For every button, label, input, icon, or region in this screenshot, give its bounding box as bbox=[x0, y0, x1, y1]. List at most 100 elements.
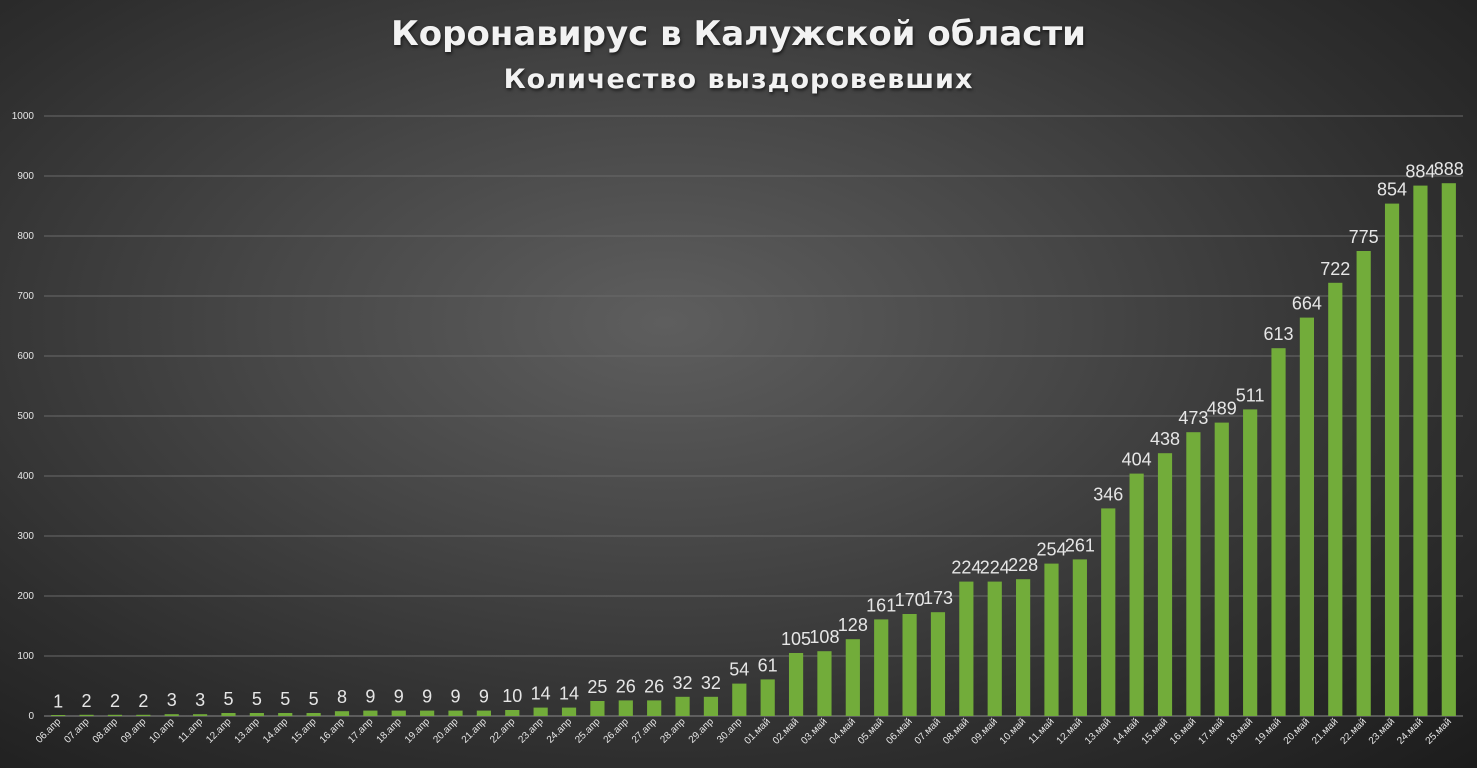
bar bbox=[1328, 282, 1343, 716]
y-tick-label: 1000 bbox=[12, 111, 35, 122]
bar bbox=[1016, 579, 1031, 716]
data-label: 775 bbox=[1349, 227, 1379, 247]
bar bbox=[1384, 203, 1400, 717]
bar bbox=[306, 713, 321, 716]
x-tick-label: 15.май bbox=[1140, 716, 1170, 746]
data-label: 722 bbox=[1320, 259, 1350, 279]
data-label: 10 bbox=[502, 686, 522, 706]
data-label: 14 bbox=[531, 684, 551, 704]
bar bbox=[136, 714, 151, 716]
data-label: 25 bbox=[587, 677, 607, 697]
data-label: 32 bbox=[673, 673, 693, 693]
bar bbox=[1214, 422, 1229, 716]
x-tick-label: 11.май bbox=[1027, 716, 1057, 746]
x-tick-label: 16.май bbox=[1168, 716, 1198, 746]
data-label: 224 bbox=[951, 558, 981, 578]
x-tick-label: 08.апр bbox=[91, 716, 121, 746]
x-tick-label: 04.май bbox=[828, 716, 858, 746]
x-tick-label: 14.апр bbox=[261, 716, 291, 746]
y-tick-label: 500 bbox=[17, 411, 34, 422]
bar bbox=[703, 696, 719, 716]
data-label: 346 bbox=[1093, 484, 1123, 504]
data-label: 54 bbox=[729, 660, 749, 680]
data-label: 3 bbox=[167, 690, 177, 710]
x-tick-label: 07.апр bbox=[62, 716, 92, 746]
bars bbox=[51, 183, 1456, 717]
x-tick-label: 01.май bbox=[742, 716, 772, 746]
x-axis: 06.апр 07.апр 08.апр 09.апр 10.апр 11.апр 12.а… bbox=[34, 716, 1454, 747]
x-tick-label: 16.апр bbox=[318, 716, 348, 746]
x-tick-label: 05.май bbox=[856, 716, 886, 746]
bar bbox=[675, 696, 690, 716]
x-tick-label: 20.май bbox=[1282, 716, 1312, 746]
data-label: 5 bbox=[280, 689, 290, 709]
x-tick-label: 15.апр bbox=[289, 716, 319, 746]
data-label: 5 bbox=[223, 689, 233, 709]
x-tick-label: 13.май bbox=[1083, 716, 1113, 746]
bar bbox=[1243, 409, 1258, 716]
bar bbox=[1044, 563, 1059, 716]
x-tick-label: 19.май bbox=[1253, 716, 1283, 746]
x-tick-label: 12.май bbox=[1055, 716, 1085, 746]
data-label: 108 bbox=[809, 627, 839, 647]
bar bbox=[1299, 317, 1315, 716]
data-label: 3 bbox=[195, 690, 205, 710]
x-tick-label: 06.май bbox=[884, 716, 914, 746]
x-tick-label: 25.май bbox=[1424, 716, 1454, 746]
x-tick-label: 18.май bbox=[1225, 716, 1255, 746]
data-label: 473 bbox=[1178, 408, 1208, 428]
x-tick-label: 24.май bbox=[1395, 716, 1425, 746]
bar bbox=[1271, 348, 1286, 716]
x-tick-label: 27.апр bbox=[630, 716, 660, 746]
x-tick-label: 02.май bbox=[771, 716, 801, 746]
bar bbox=[334, 711, 350, 716]
bar bbox=[902, 614, 917, 716]
data-label: 854 bbox=[1377, 180, 1407, 200]
bar bbox=[987, 581, 1002, 716]
data-label: 884 bbox=[1405, 162, 1435, 182]
data-label: 2 bbox=[110, 691, 120, 711]
x-tick-label: 10.май bbox=[998, 716, 1028, 746]
x-tick-label: 18.апр bbox=[375, 716, 405, 746]
bar bbox=[533, 707, 548, 716]
data-label: 613 bbox=[1264, 324, 1294, 344]
bar bbox=[1413, 185, 1428, 717]
data-label: 1 bbox=[53, 691, 63, 711]
x-tick-label: 29.апр bbox=[687, 716, 717, 746]
y-tick-label: 100 bbox=[17, 651, 34, 662]
bar bbox=[647, 700, 662, 716]
bar bbox=[192, 714, 208, 716]
data-label: 254 bbox=[1036, 540, 1066, 560]
bar bbox=[107, 714, 123, 716]
bar bbox=[1157, 453, 1173, 716]
x-tick-label: 30.апр bbox=[715, 716, 745, 746]
y-tick-label: 0 bbox=[28, 711, 34, 722]
data-label: 26 bbox=[644, 676, 664, 696]
data-label: 5 bbox=[252, 689, 262, 709]
y-axis: 0 100 200 300 400 500 600 700 800 900 1000 bbox=[12, 111, 35, 722]
bar bbox=[448, 710, 463, 716]
bar bbox=[79, 714, 94, 716]
data-label: 9 bbox=[422, 687, 432, 707]
data-label: 14 bbox=[559, 684, 579, 704]
x-tick-label: 21.май bbox=[1310, 716, 1340, 746]
x-tick-label: 07.май bbox=[913, 716, 943, 746]
data-label: 26 bbox=[616, 676, 636, 696]
data-label: 888 bbox=[1434, 159, 1464, 179]
data-label: 32 bbox=[701, 673, 721, 693]
x-tick-label: 13.апр bbox=[233, 716, 263, 746]
data-label: 61 bbox=[758, 655, 778, 675]
x-tick-label: 26.апр bbox=[602, 716, 632, 746]
x-tick-label: 10.апр bbox=[148, 716, 178, 746]
bar bbox=[590, 701, 605, 716]
y-tick-label: 900 bbox=[17, 171, 34, 182]
data-label: 161 bbox=[866, 595, 896, 615]
data-label: 438 bbox=[1150, 429, 1180, 449]
y-tick-label: 200 bbox=[17, 591, 34, 602]
bar bbox=[363, 710, 378, 716]
x-tick-label: 17.апр bbox=[346, 716, 376, 746]
data-label: 9 bbox=[479, 687, 489, 707]
bar bbox=[561, 707, 577, 716]
